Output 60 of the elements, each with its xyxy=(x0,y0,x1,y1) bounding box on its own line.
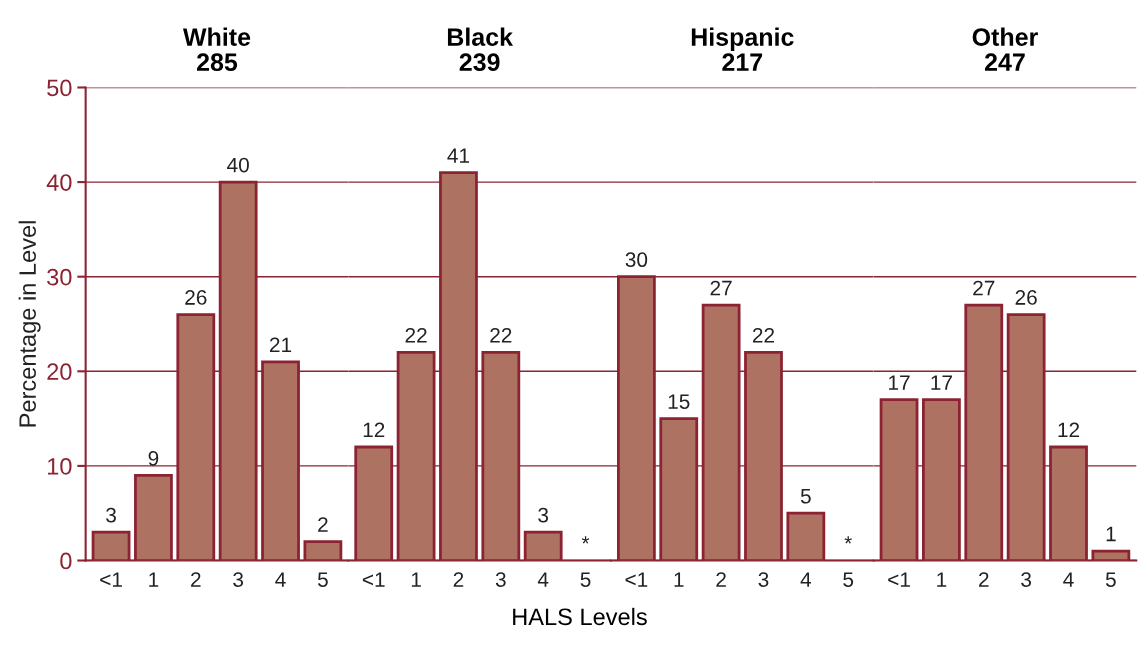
chart-title: Hispanic 217 xyxy=(691,27,794,71)
x-tick-label: 2 xyxy=(453,572,464,587)
y-tick-label: 40 xyxy=(46,174,72,191)
x-tick-label: <1 xyxy=(625,572,648,587)
chart-title: Black 239 xyxy=(447,27,514,72)
data-label: 41 xyxy=(447,148,470,163)
x-tick-label: 3 xyxy=(233,572,244,587)
x-tick-label: 2 xyxy=(979,572,989,587)
data-label: 40 xyxy=(227,157,249,173)
data-label: 3 xyxy=(538,507,549,523)
x-tick-label: 3 xyxy=(758,572,769,587)
y-axis-title: Percentage in Level xyxy=(18,221,41,427)
data-label: 2 xyxy=(318,517,328,532)
data-label: 21 xyxy=(269,337,292,352)
x-tick-label: 5 xyxy=(317,572,328,587)
x-tick-label: 1 xyxy=(674,572,684,587)
data-label: 22 xyxy=(490,327,512,343)
x-tick-label: 5 xyxy=(580,572,591,587)
data-label: 27 xyxy=(710,280,732,296)
y-tick-label: 30 xyxy=(47,268,72,286)
x-tick-label: <1 xyxy=(888,572,910,587)
data-label: 17 xyxy=(931,375,952,390)
x-tick-label: 5 xyxy=(843,572,854,587)
data-label: 9 xyxy=(148,450,159,466)
x-tick-label: 2 xyxy=(716,572,726,587)
y-tick-label: 50 xyxy=(47,79,72,97)
text: * xyxy=(581,536,590,544)
x-tick-label: 4 xyxy=(537,572,549,587)
x-tick-label: 4 xyxy=(800,572,812,587)
y-tick-label: 10 xyxy=(48,457,72,475)
x-tick-label: <1 xyxy=(362,572,385,587)
x-tick-label: 4 xyxy=(1063,572,1074,587)
text: * xyxy=(844,536,852,544)
x-tick-label: 4 xyxy=(275,572,286,587)
data-label: 22 xyxy=(405,327,427,343)
x-axis-title: HALS Levels xyxy=(513,607,647,626)
data-label: 26 xyxy=(185,290,207,305)
x-tick-label: <1 xyxy=(100,572,122,587)
data-label: 22 xyxy=(752,327,775,343)
chart-title: Other 247 xyxy=(972,27,1038,71)
x-tick-label: 3 xyxy=(1021,572,1032,587)
data-label: 17 xyxy=(889,375,910,390)
y-tick-label: 20 xyxy=(47,363,72,381)
y-tick-label: 0 xyxy=(60,552,72,570)
x-tick-label: 1 xyxy=(937,572,947,587)
x-tick-label: 1 xyxy=(411,572,421,587)
data-label: 26 xyxy=(1015,290,1037,305)
x-tick-label: 3 xyxy=(495,572,506,587)
x-tick-label: 1 xyxy=(149,572,159,587)
data-label: 27 xyxy=(973,280,995,296)
data-label: 5 xyxy=(800,489,811,504)
x-tick-label: 5 xyxy=(1105,572,1116,587)
data-label: 12 xyxy=(1058,422,1080,438)
data-label: 1 xyxy=(1106,526,1116,542)
data-label: 30 xyxy=(625,252,648,268)
x-tick-label: 2 xyxy=(191,572,201,587)
data-label: 12 xyxy=(363,422,385,438)
chart-title: White 285 xyxy=(182,27,251,72)
data-label: 15 xyxy=(668,394,690,409)
data-label: 3 xyxy=(106,507,116,523)
